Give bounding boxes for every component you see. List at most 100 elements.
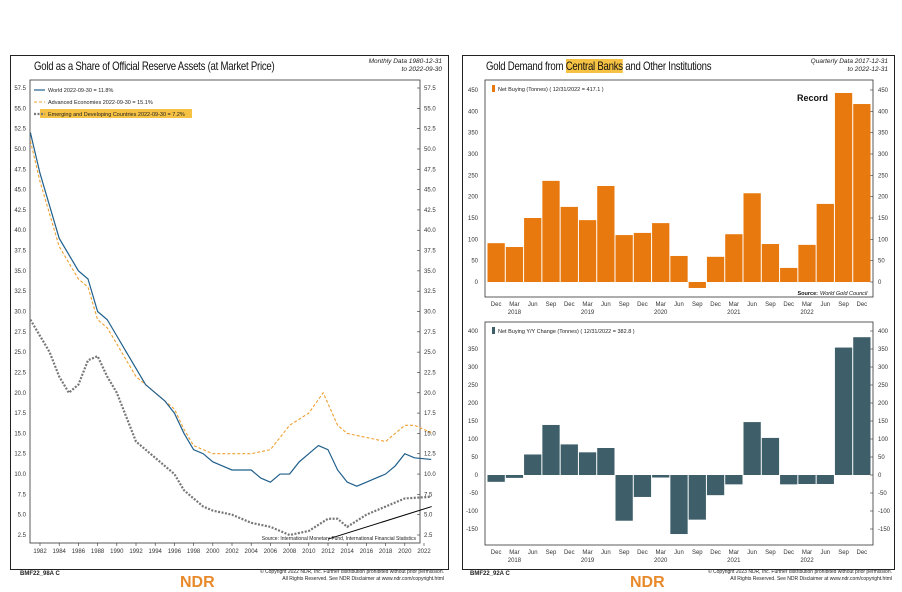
right-chart-code: BMF22_92A C <box>470 571 510 577</box>
y-tick-label-right: 30.0 <box>424 310 436 316</box>
x-tick-label: 1992 <box>129 549 143 555</box>
y-tick-label-left: 55.0 <box>14 106 26 112</box>
right-chart-title: Gold Demand from Central Banks and Other… <box>486 59 712 73</box>
y-tick-label-right: 100 <box>878 237 889 243</box>
x-tick-label: Dec <box>564 302 575 308</box>
y-tick-label-left: 25.0 <box>14 350 26 356</box>
x-tick-label: 1990 <box>110 549 124 555</box>
y-tick-label-left: 150 <box>468 419 479 425</box>
bar <box>505 475 524 478</box>
x-tick-label: Mar <box>656 550 666 556</box>
x-tick-label: Jun <box>601 550 611 556</box>
y-tick-label-left: 100 <box>468 437 479 443</box>
bar <box>853 337 871 475</box>
x-tick-label: 1982 <box>33 549 47 555</box>
x-tick-label: Mar <box>729 302 739 308</box>
y-tick-label-left: 37.5 <box>14 249 26 255</box>
bar <box>670 255 688 282</box>
bar <box>524 454 542 475</box>
y-tick-label-right: 25.0 <box>424 350 436 356</box>
x-tick-label: Mar <box>802 302 812 308</box>
series-line <box>29 132 432 487</box>
y-tick-label-left: 47.5 <box>14 167 26 173</box>
bar <box>780 475 798 485</box>
plot-area <box>484 321 874 546</box>
x-tick-label: Sep <box>838 302 849 308</box>
x-year-label: 2021 <box>727 310 741 316</box>
x-tick-label: Dec <box>491 302 502 308</box>
bar <box>505 247 524 282</box>
x-tick-label: Dec <box>783 302 794 308</box>
y-tick-label-left: 350 <box>468 347 479 353</box>
y-tick-label-right: 47.5 <box>424 167 436 173</box>
x-year-label: 2021 <box>727 558 741 564</box>
y-tick-label-left: 10.0 <box>14 472 26 478</box>
y-tick-label-right: 32.5 <box>424 289 436 295</box>
x-tick-label: Sep <box>546 550 557 556</box>
title-text: and Other Institutions <box>622 59 712 73</box>
left-chart-code: BMF22_98A C <box>20 571 60 577</box>
y-tick-label-left: 450 <box>468 88 479 94</box>
bar <box>597 186 615 282</box>
y-tick-label-left: 300 <box>468 365 479 371</box>
y-tick-label-left: 300 <box>468 152 479 158</box>
x-tick-label: 1996 <box>168 549 182 555</box>
y-tick-label-right: 5.0 <box>424 513 433 519</box>
x-tick-label: Jun <box>747 550 757 556</box>
y-tick-label-right: -100 <box>878 509 891 515</box>
ndr-logo: NDR <box>180 574 215 591</box>
legend-entry: World 2022-09-30 = 11.8% <box>48 88 113 94</box>
bar <box>487 475 505 482</box>
x-tick-label: Dec <box>637 302 648 308</box>
y-tick-label-left: 50.0 <box>14 147 26 153</box>
left-chart-panel <box>10 55 449 570</box>
title-text: Gold Demand from <box>486 59 566 73</box>
y-tick-label-right: 40.0 <box>424 228 436 234</box>
legend-swatch <box>492 85 495 92</box>
bar <box>560 206 578 282</box>
y-tick-label-right: 2.5 <box>424 533 433 539</box>
bar <box>670 475 688 535</box>
x-year-label: 2022 <box>800 558 814 564</box>
x-tick-label: Dec <box>783 550 794 556</box>
x-tick-label: Jun <box>674 550 684 556</box>
bar <box>542 424 560 475</box>
y-tick-label-right: 350 <box>878 347 889 353</box>
y-tick-label-left: -100 <box>466 509 479 515</box>
bar <box>542 180 560 282</box>
y-tick-label-right: 200 <box>878 195 889 201</box>
y-tick-label-right: 35.0 <box>424 269 436 275</box>
x-year-label: 2020 <box>654 310 668 316</box>
record-annotation: Record <box>797 93 828 103</box>
left-copyright: © Copyright 2022 NDR, Inc. Further distr… <box>260 569 444 583</box>
x-tick-label: Dec <box>564 550 575 556</box>
y-tick-label-right: 15.0 <box>424 431 436 437</box>
x-year-label: 2022 <box>800 310 814 316</box>
bar <box>706 256 725 282</box>
title-highlight: Central Banks <box>565 59 623 73</box>
x-tick-label: 2006 <box>264 549 278 555</box>
x-tick-label: 1984 <box>53 549 67 555</box>
x-tick-label: Sep <box>692 302 703 308</box>
x-tick-label: Dec <box>637 550 648 556</box>
y-tick-label-left: 150 <box>468 216 479 222</box>
left-chart-date-range: Monthly Data 1980-12-31 to 2022-09-30 <box>368 58 442 73</box>
x-tick-label: Mar <box>656 302 666 308</box>
plot-area <box>484 79 874 298</box>
bar <box>652 475 670 478</box>
plot-area <box>29 79 421 544</box>
bar <box>780 267 798 282</box>
y-tick-label-right: 0 <box>878 280 882 286</box>
x-year-label: 2018 <box>508 558 522 564</box>
bar <box>524 218 542 282</box>
y-tick-label-left: 2.5 <box>18 533 27 539</box>
x-tick-label: 2000 <box>206 549 220 555</box>
y-tick-label-left: 40.0 <box>14 228 26 234</box>
y-tick-label-right: 50 <box>878 259 885 265</box>
x-tick-label: 2016 <box>360 549 374 555</box>
bar <box>487 243 505 282</box>
bar <box>633 232 652 282</box>
y-tick-label-right: 400 <box>878 329 889 335</box>
x-tick-label: Mar <box>509 550 519 556</box>
